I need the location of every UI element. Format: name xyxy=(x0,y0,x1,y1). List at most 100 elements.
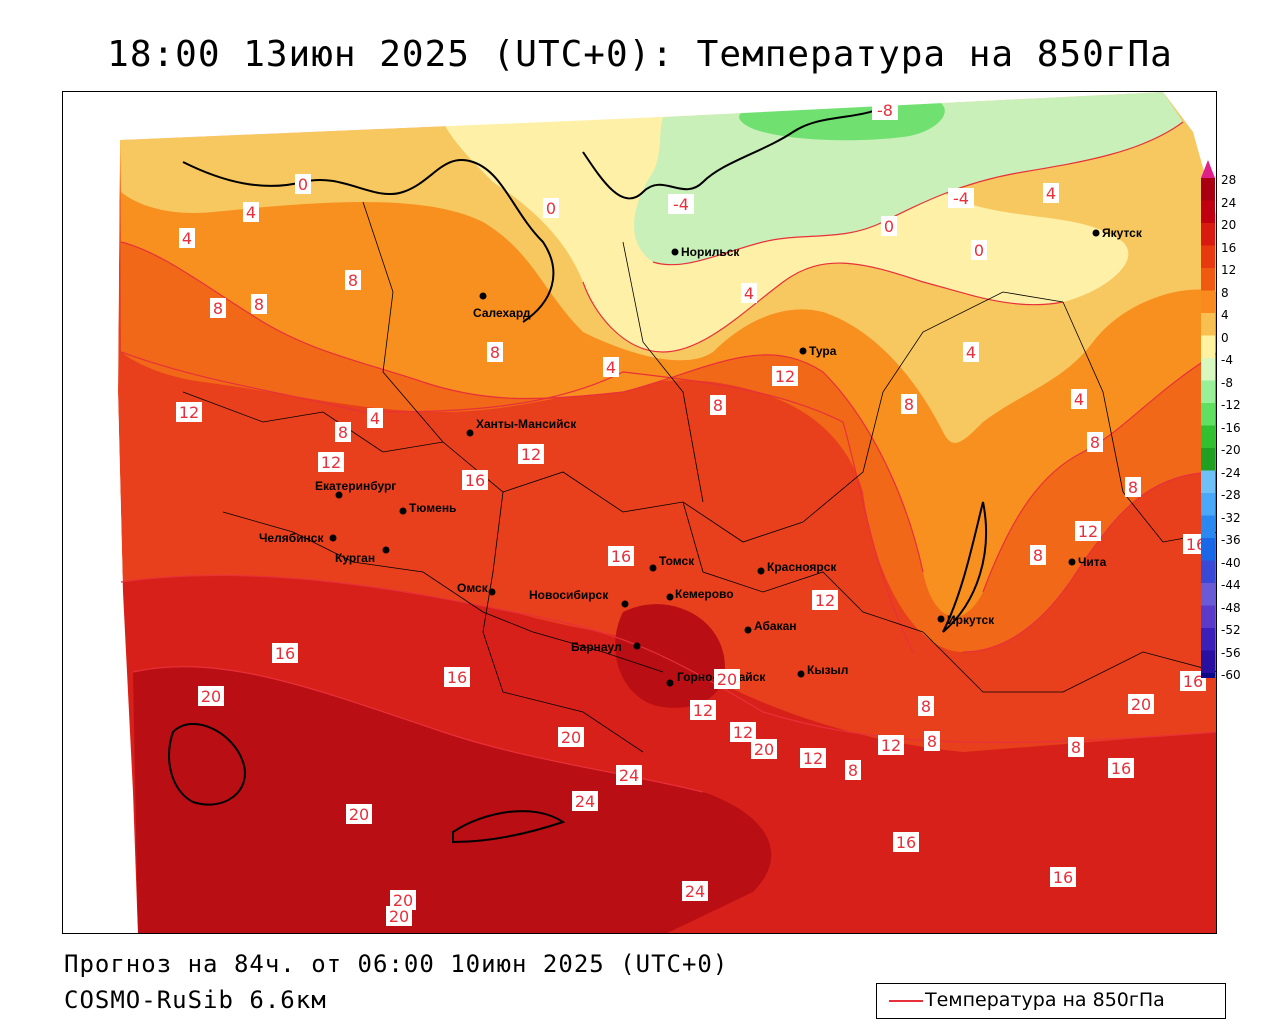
isotherm-label-bg xyxy=(251,294,267,314)
colorbar-tick-label: -40 xyxy=(1221,555,1241,570)
colorbar-swatch xyxy=(1201,493,1215,516)
isotherm-label-bg xyxy=(1043,183,1059,203)
isotherm-label-bg xyxy=(918,696,934,716)
isotherm-label: 24 xyxy=(619,766,639,785)
isotherm-label: 8 xyxy=(848,761,858,780)
city-label: Новосибирск xyxy=(529,588,609,602)
city-marker xyxy=(666,593,674,601)
isotherm-label-bg xyxy=(1050,867,1076,887)
isotherm-label-bg xyxy=(1087,432,1103,452)
isotherm-label-bg xyxy=(176,402,202,422)
city-marker xyxy=(399,507,407,515)
city-marker xyxy=(488,588,496,596)
temperature-colorbar xyxy=(1200,158,1280,696)
colorbar-swatch xyxy=(1201,560,1215,583)
city-label: Иркутск xyxy=(947,613,995,627)
city-marker xyxy=(479,292,487,300)
colorbar-tick-label: 24 xyxy=(1221,195,1237,210)
isotherm-label-bg xyxy=(872,100,898,120)
city-marker xyxy=(382,546,390,554)
isotherm-label-bg xyxy=(616,765,642,785)
isotherm-label: 12 xyxy=(1078,522,1098,541)
colorbar-tick-label: -16 xyxy=(1221,420,1241,435)
colorbar-swatch xyxy=(1201,448,1215,471)
colorbar-swatch xyxy=(1201,628,1215,651)
city-label: Екатеринбург xyxy=(315,479,396,493)
isotherm-label-bg xyxy=(1125,477,1141,497)
isotherm-label: 16 xyxy=(1111,759,1131,778)
isotherm-label-bg xyxy=(710,395,726,415)
isotherm-label: 8 xyxy=(713,396,723,415)
colorbar-swatch xyxy=(1201,583,1215,606)
city-label: Челябинск xyxy=(259,531,324,545)
isotherm-label: 20 xyxy=(754,740,774,759)
isotherm-label: 4 xyxy=(370,409,380,428)
isotherm-label-bg xyxy=(878,735,904,755)
isotherm-label: 4 xyxy=(966,343,976,362)
coastline xyxy=(168,101,987,844)
colorbar-swatches xyxy=(1201,160,1215,696)
isotherm-label: 8 xyxy=(348,271,358,290)
isotherm-label: 8 xyxy=(904,395,914,414)
colorbar-tick-label: 4 xyxy=(1221,308,1229,322)
isotherm-label: 8 xyxy=(1090,433,1100,452)
cold-zone-north xyxy=(634,92,1183,265)
colorbar-tick-label: 8 xyxy=(1221,285,1229,300)
isotherm-label: -4 xyxy=(953,189,969,208)
isotherm-label-bg xyxy=(367,408,383,428)
isotherm-label-bg xyxy=(543,198,559,218)
isotherm-label: 16 xyxy=(447,668,467,687)
isotherm-label: 12 xyxy=(321,453,341,472)
city-marker xyxy=(466,429,474,437)
colorbar-tick-label: 12 xyxy=(1221,263,1237,277)
colorbar-swatch xyxy=(1201,178,1215,201)
isotherm-label: 12 xyxy=(815,591,835,610)
city-label: Норильск xyxy=(681,245,740,259)
city-marker xyxy=(666,679,674,687)
colorbar-tick-label: 0 xyxy=(1221,330,1229,345)
city-label: Якутск xyxy=(1102,226,1143,240)
colorbar-swatch xyxy=(1201,358,1215,381)
isotherm-label-bg xyxy=(179,228,195,248)
isotherm-label-bg xyxy=(948,188,974,208)
city-marker xyxy=(649,564,657,572)
city-label: Тура xyxy=(809,344,837,358)
isotherm-label-bg xyxy=(390,890,416,910)
isotherm-label: 4 xyxy=(1074,390,1084,409)
city-label: Курган xyxy=(335,551,375,565)
isotherm-labels: -8 -4 -4 0 0 0 0 4 4 4 4 4 4 4 4 8 8 8 8 8 8 8 8 8 8 8 8 8 8 12 12 12 12… xyxy=(176,100,1209,926)
colorbar-swatch xyxy=(1201,673,1215,696)
map-title: 18:00 13июн 2025 (UTC+0): Температура на… xyxy=(107,34,1173,75)
city-label: Чита xyxy=(1078,555,1107,569)
colorbar-tick-label: -48 xyxy=(1221,600,1241,615)
isotherm-label: 20 xyxy=(561,728,581,747)
city-label: Барнаул xyxy=(571,640,622,654)
colorbar-tick-label: 16 xyxy=(1221,240,1237,255)
isotherm-label-bg xyxy=(462,470,488,490)
isotherm-label-bg xyxy=(603,357,619,377)
isotherm-label: 8 xyxy=(1071,738,1081,757)
isotherm-label-bg xyxy=(751,739,777,759)
colorbar-swatch xyxy=(1201,223,1215,246)
temperature-map: Норильск Якутск Салехард Тура Ханты-Манс… xyxy=(62,91,1217,934)
isotherm-label: 8 xyxy=(213,299,223,318)
isotherm-label: 4 xyxy=(606,358,616,377)
city-label: Тюмень xyxy=(409,501,456,515)
colorbar-swatch xyxy=(1201,290,1215,313)
isotherm-label-bg xyxy=(444,667,470,687)
isotherm-label-bg xyxy=(1075,521,1101,541)
colorbar-tick-label: -24 xyxy=(1221,465,1241,480)
colorbar-tick-label: -52 xyxy=(1221,623,1241,637)
isotherm-label: 8 xyxy=(338,423,348,442)
isotherm-label: 20 xyxy=(349,805,369,824)
isotherm-label: 8 xyxy=(1033,546,1043,565)
isotherm-label-bg xyxy=(881,216,897,236)
isotherm-label-bg xyxy=(971,240,987,260)
isotherm-label: 0 xyxy=(974,241,984,260)
isotherm-label: 12 xyxy=(693,701,713,720)
colorbar-swatch xyxy=(1201,403,1215,426)
isotherm-label: 4 xyxy=(1046,184,1056,203)
colorbar-tick-label: 20 xyxy=(1221,218,1237,232)
city-marker xyxy=(1068,558,1076,566)
isotherm-label-bg xyxy=(608,546,634,566)
